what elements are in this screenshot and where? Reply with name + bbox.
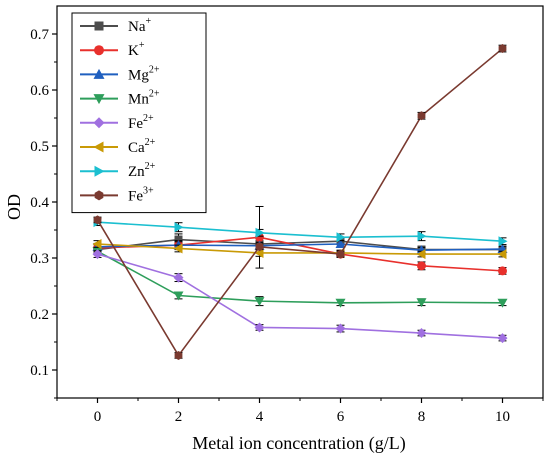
legend-marker <box>93 68 105 79</box>
data-point <box>254 322 265 333</box>
legend-label: Ca2+ <box>128 137 156 156</box>
legend-label: Fe3+ <box>128 185 154 204</box>
y-tick-label: 0.5 <box>30 139 49 155</box>
x-tick-label: 2 <box>175 409 183 425</box>
legend-label: Mg2+ <box>128 64 160 83</box>
data-point <box>174 235 183 244</box>
data-point <box>336 249 345 259</box>
data-point <box>498 44 507 54</box>
series-line <box>97 243 503 251</box>
data-point <box>335 323 346 334</box>
x-tick-label: 4 <box>256 409 264 425</box>
legend-item: Mn2+ <box>80 89 160 108</box>
legend-label: Fe2+ <box>128 113 154 132</box>
y-axis: 0.1 0.2 0.3 0.4 0.5 0.6 0.7 <box>30 27 57 399</box>
data-point <box>417 261 426 271</box>
data-point <box>173 243 183 254</box>
x-tick-label: 10 <box>495 409 510 425</box>
y-tick-label: 0.2 <box>30 307 49 323</box>
data-point <box>93 215 102 225</box>
data-point <box>416 249 426 260</box>
legend-item: K+ <box>80 40 145 59</box>
series-line <box>97 221 503 242</box>
data-point <box>254 297 265 307</box>
legend-item: Mg2+ <box>80 64 160 83</box>
legend-label: Na+ <box>128 16 152 35</box>
legend-item: Fe3+ <box>80 185 154 204</box>
x-axis: 0 2 4 6 8 10 <box>56 398 544 425</box>
data-point <box>497 298 508 308</box>
legend: Na+ K+ Mg2+ Mn2+ Fe2+ Ca2+ Zn2+ Fe3+ <box>71 12 207 214</box>
data-point <box>173 272 184 283</box>
y-tick-label: 0.7 <box>30 27 49 43</box>
series-line <box>97 253 503 339</box>
data-point <box>92 249 103 260</box>
data-point <box>416 298 427 308</box>
series-line <box>96 47 504 357</box>
data-point <box>174 350 183 360</box>
legend-label: Zn2+ <box>128 161 156 180</box>
y-axis-title: OD <box>4 194 24 220</box>
data-point <box>255 242 264 252</box>
y-tick-label: 0.4 <box>30 195 49 211</box>
data-point <box>335 298 346 308</box>
legend-box <box>71 12 207 214</box>
x-tick-label: 8 <box>418 409 426 425</box>
legend-item: Ca2+ <box>80 137 156 156</box>
data-point <box>498 266 507 276</box>
legend-label: Mn2+ <box>128 89 160 108</box>
legend-marker <box>93 117 105 129</box>
series-fe-2plus <box>92 249 508 344</box>
series-line <box>97 243 503 255</box>
data-point <box>417 231 427 242</box>
legend-marker <box>94 165 105 177</box>
legend-item: Fe2+ <box>80 113 154 132</box>
data-point <box>416 328 427 339</box>
legend-label: K+ <box>128 40 145 59</box>
y-tick-label: 0.6 <box>30 83 49 99</box>
x-axis-title: Metal ion concentration (g/L) <box>192 433 405 454</box>
data-point <box>336 232 346 243</box>
data-point <box>254 247 264 258</box>
legend-item: Na+ <box>80 16 152 35</box>
legend-marker <box>94 190 104 201</box>
legend-item: Zn2+ <box>80 161 156 180</box>
data-point <box>174 222 184 233</box>
series-line <box>97 250 503 304</box>
data-point <box>173 291 184 301</box>
legend-marker <box>94 45 104 56</box>
series-k-plus <box>93 205 507 276</box>
data-point <box>335 239 346 248</box>
series-mn-2plus <box>92 247 508 308</box>
data-point <box>92 239 102 249</box>
y-tick-label: 0.1 <box>30 363 49 379</box>
data-point <box>255 227 265 238</box>
data-point <box>497 333 508 344</box>
data-point <box>417 111 426 121</box>
legend-marker <box>94 21 104 31</box>
series-fe-3plus <box>93 44 507 360</box>
data-point <box>498 236 508 247</box>
legend-marker <box>93 94 105 105</box>
legend-marker <box>93 141 104 153</box>
series-layer <box>92 44 508 360</box>
x-tick-label: 0 <box>94 409 102 425</box>
data-point <box>497 249 507 260</box>
x-tick-label: 6 <box>337 409 345 425</box>
y-tick-label: 0.3 <box>30 251 49 267</box>
